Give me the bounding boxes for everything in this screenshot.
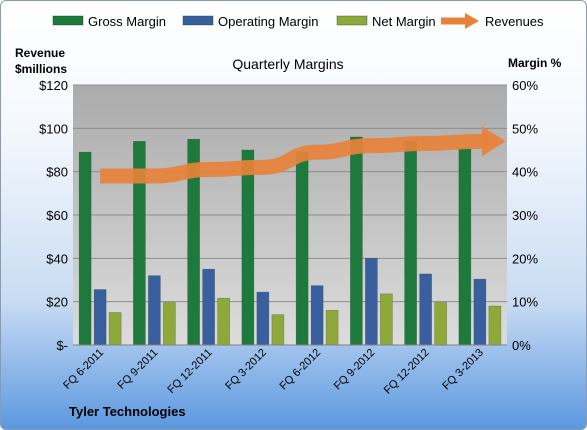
left-axis-title-line2: $millions bbox=[15, 62, 67, 76]
bar-operating-margin bbox=[365, 258, 378, 346]
right-tick-label: 20% bbox=[512, 251, 538, 266]
x-tick-label: FQ 3-2013 bbox=[440, 347, 486, 393]
legend-swatch bbox=[52, 15, 84, 26]
legend-label: Revenues bbox=[485, 14, 544, 29]
right-tick-label: 10% bbox=[512, 295, 538, 310]
left-tick-label: $20 bbox=[46, 295, 68, 310]
legend-label: Operating Margin bbox=[218, 14, 318, 29]
right-tick-label: 30% bbox=[512, 208, 538, 223]
legend: Gross Margin Operating Margin Net Margin Re… bbox=[52, 13, 544, 29]
bar-net-margin bbox=[108, 312, 122, 346]
bar-operating-margin bbox=[202, 268, 215, 346]
bar-operating-margin bbox=[93, 289, 107, 346]
bar-operating-margin bbox=[256, 291, 270, 346]
x-tick-label: FQ 9-2012 bbox=[332, 347, 378, 393]
legend-swatch bbox=[182, 15, 214, 26]
legend-swatch-arrow bbox=[465, 13, 479, 29]
bar-gross-margin bbox=[404, 141, 417, 346]
bar-gross-margin bbox=[241, 149, 255, 346]
left-tick-label: $100 bbox=[39, 121, 68, 136]
x-tick-label: FQ 12-2012 bbox=[382, 347, 432, 397]
right-tick-label: 50% bbox=[512, 121, 538, 136]
legend-swatch bbox=[336, 15, 368, 26]
bar-net-margin bbox=[434, 302, 447, 346]
right-axis-title: Margin % bbox=[508, 56, 562, 70]
bar-gross-margin bbox=[78, 151, 92, 346]
x-tick-label: FQ 9-2011 bbox=[115, 347, 160, 392]
bar-gross-margin bbox=[350, 136, 363, 346]
x-tick-label: FQ 6-2012 bbox=[278, 347, 324, 393]
bar-net-margin bbox=[488, 305, 502, 346]
chart-title: Quarterly Margins bbox=[232, 56, 343, 72]
left-tick-label: $- bbox=[56, 338, 68, 353]
bar-net-margin bbox=[380, 293, 393, 346]
legend-label: Gross Margin bbox=[88, 14, 166, 29]
bar-net-margin bbox=[325, 310, 339, 346]
bar-operating-margin bbox=[473, 278, 487, 346]
bar-net-margin bbox=[163, 302, 176, 346]
legend-label: Net Margin bbox=[372, 14, 436, 29]
x-tick-label: FQ 6-2011 bbox=[61, 347, 106, 392]
bar-net-margin bbox=[271, 314, 285, 346]
revenue-arrowhead bbox=[481, 126, 506, 157]
bar-operating-margin bbox=[148, 275, 161, 346]
x-tick-label: FQ 12-2011 bbox=[165, 347, 214, 396]
left-tick-label: $80 bbox=[46, 165, 68, 180]
bar-operating-margin bbox=[310, 285, 324, 346]
bar-gross-margin bbox=[295, 151, 309, 346]
right-tick-label: 60% bbox=[512, 78, 538, 93]
right-tick-label: 40% bbox=[512, 165, 538, 180]
left-tick-label: $120 bbox=[39, 78, 68, 93]
bar-operating-margin bbox=[419, 273, 432, 346]
bar-net-margin bbox=[217, 297, 230, 346]
revenue-line-path bbox=[100, 133, 488, 184]
bar-gross-margin bbox=[458, 147, 472, 346]
left-tick-label: $60 bbox=[46, 208, 68, 223]
right-tick-label: 0% bbox=[512, 338, 531, 353]
revenue-line bbox=[100, 126, 506, 184]
x-tick-label: FQ 3-2012 bbox=[223, 347, 269, 393]
left-tick-label: $40 bbox=[46, 251, 68, 266]
footer-company: Tyler Technologies bbox=[69, 404, 186, 419]
bars bbox=[78, 136, 502, 346]
left-axis-title-line1: Revenue bbox=[15, 46, 65, 60]
